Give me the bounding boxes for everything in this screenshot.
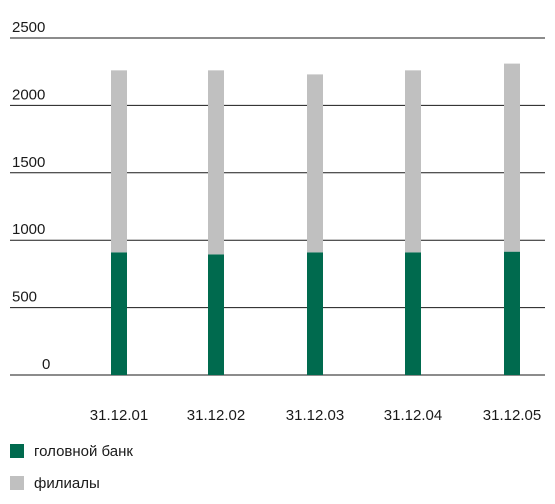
- legend: головной банк филиалы: [10, 440, 133, 504]
- bar-head-bank-31.12.02: [208, 254, 224, 375]
- bar-head-bank-31.12.03: [307, 252, 323, 375]
- bar-head-bank-31.12.04: [405, 252, 421, 375]
- bar-branches-31.12.05: [504, 63, 520, 252]
- y-tick-label-2000: 2000: [12, 86, 45, 103]
- legend-swatch-head-bank: [10, 444, 24, 458]
- legend-label-branches: филиалы: [34, 474, 100, 492]
- y-tick-label-2500: 2500: [12, 19, 45, 36]
- x-tick-label-31.12.01: 31.12.01: [90, 407, 148, 424]
- x-tick-label-31.12.03: 31.12.03: [286, 407, 344, 424]
- x-tick-label-31.12.05: 31.12.05: [483, 407, 541, 424]
- y-tick-label-500: 500: [12, 289, 37, 306]
- y-tick-label-0: 0: [42, 356, 50, 373]
- legend-item-branches: филиалы: [10, 472, 133, 494]
- bars: [111, 63, 520, 375]
- legend-swatch-branches: [10, 476, 24, 490]
- bar-branches-31.12.04: [405, 70, 421, 253]
- y-tick-label-1500: 1500: [12, 154, 45, 171]
- bar-branches-31.12.03: [307, 74, 323, 253]
- y-tick-label-1000: 1000: [12, 221, 45, 238]
- x-tick-label-31.12.04: 31.12.04: [384, 407, 442, 424]
- legend-label-head-bank: головной банк: [34, 442, 133, 460]
- x-axis-tick-labels: 31.12.01 31.12.02 31.12.03 31.12.04 31.12.05: [90, 407, 541, 424]
- legend-item-head-bank: головной банк: [10, 440, 133, 462]
- bar-branches-31.12.02: [208, 70, 224, 255]
- bar-branches-31.12.01: [111, 70, 127, 253]
- x-tick-label-31.12.02: 31.12.02: [187, 407, 245, 424]
- bar-head-bank-31.12.01: [111, 252, 127, 375]
- gridlines: [10, 37, 545, 376]
- bar-head-bank-31.12.05: [504, 251, 520, 375]
- y-axis-tick-labels: 0 500 1000 1500 2000 2500: [12, 19, 50, 373]
